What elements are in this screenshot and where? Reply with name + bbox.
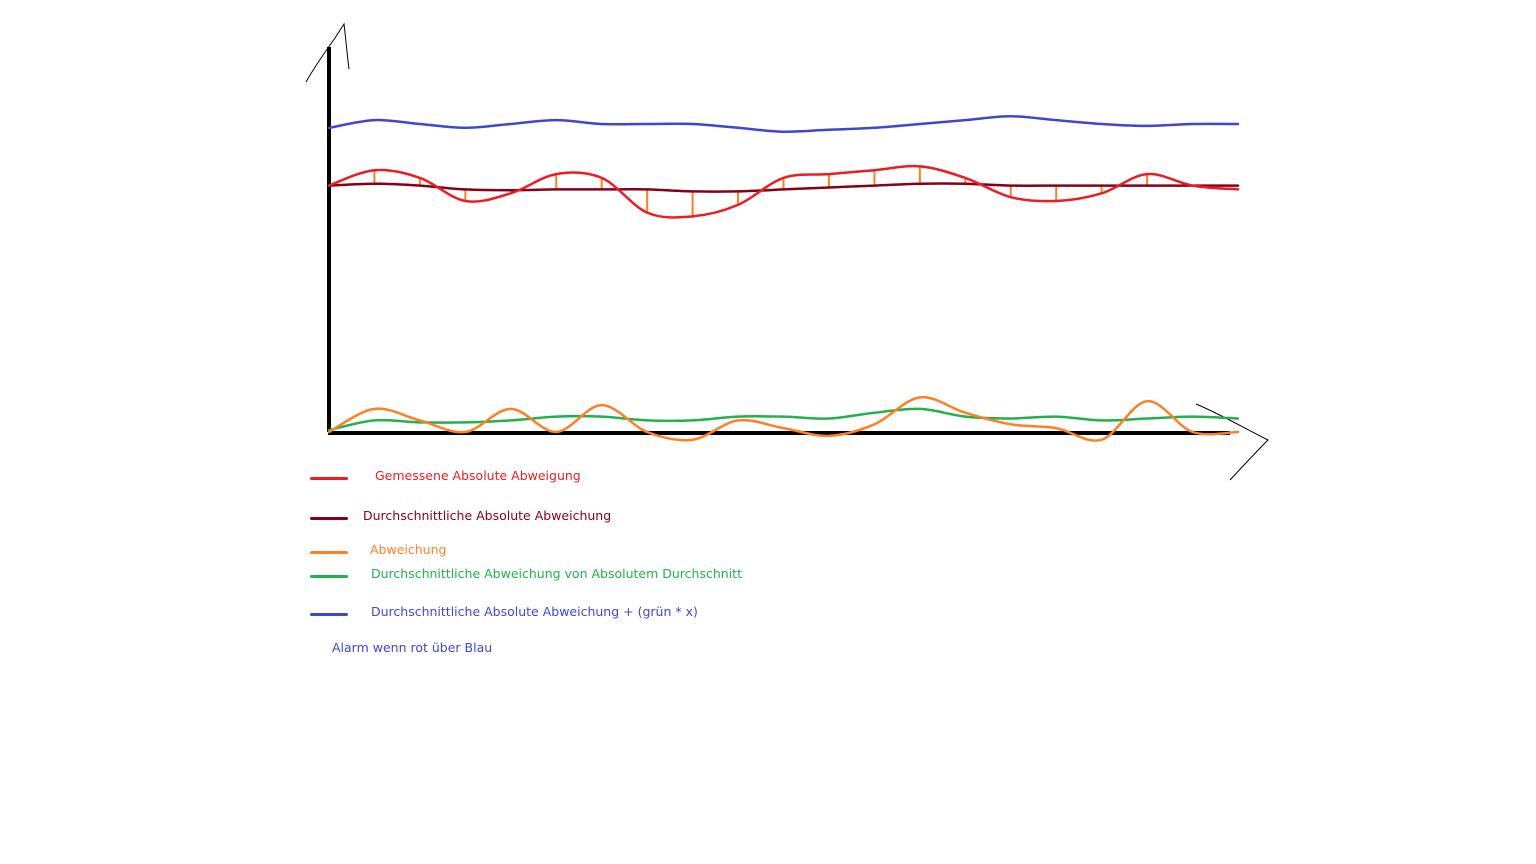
legend-swatch <box>310 613 348 616</box>
series-line-2 <box>327 396 1240 442</box>
legend-label: Durchschnittliche Absolute Abweichung <box>363 508 612 523</box>
y-axis-arrowhead <box>305 22 350 83</box>
x-axis-arrowhead <box>1195 403 1269 481</box>
legend-item-gemessene: Gemessene Absolute Abweigung <box>310 468 910 488</box>
legend-item-blau: Durchschnittliche Absolute Abweichung + … <box>310 604 910 624</box>
legend-label: Durchschnittliche Abweichung von Absolut… <box>371 566 742 581</box>
series-line-0 <box>327 164 1240 219</box>
legend-item-gruen: Durchschnittliche Abweichung von Absolut… <box>310 566 910 586</box>
legend-label: Durchschnittliche Absolute Abweichung + … <box>371 604 698 619</box>
series-line-4 <box>327 115 1240 133</box>
legend-label: Abweichung <box>370 542 447 557</box>
legend-item-durchschnitt: Durchschnittliche Absolute Abweichung <box>310 508 910 528</box>
legend-swatch <box>310 517 348 520</box>
legend-swatch <box>310 551 348 554</box>
series-layer <box>327 115 1240 442</box>
legend-swatch <box>310 477 348 480</box>
chart-axes <box>305 22 1269 481</box>
series-line-3 <box>327 407 1240 432</box>
legend-label: Gemessene Absolute Abweigung <box>375 468 581 483</box>
legend-item-abweichung: Abweichung <box>310 542 910 562</box>
series-line-1 <box>327 182 1240 193</box>
deviation-marks <box>373 166 1149 217</box>
legend-swatch <box>310 575 348 578</box>
alarm-note: Alarm wenn rot über Blau <box>332 640 493 655</box>
